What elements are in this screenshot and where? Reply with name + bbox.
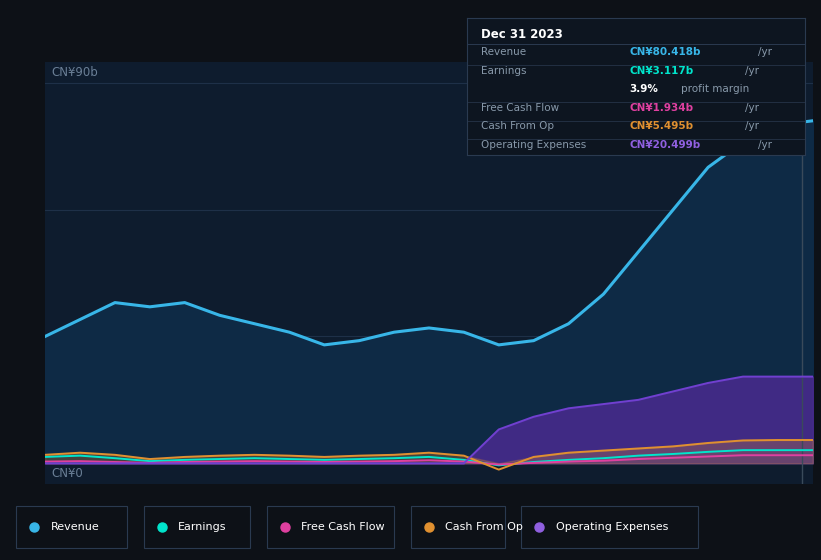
Text: Cash From Op: Cash From Op	[480, 121, 553, 130]
Bar	[16, 506, 127, 548]
Text: CN¥90b: CN¥90b	[51, 66, 98, 78]
Text: 3.9%: 3.9%	[629, 84, 658, 94]
Text: /yr: /yr	[745, 66, 759, 76]
Text: CN¥3.117b: CN¥3.117b	[629, 66, 694, 76]
Text: Revenue: Revenue	[480, 47, 525, 57]
Text: Earnings: Earnings	[178, 522, 227, 532]
Text: /yr: /yr	[745, 121, 759, 130]
Text: CN¥20.499b: CN¥20.499b	[629, 140, 700, 150]
Text: profit margin: profit margin	[681, 84, 749, 94]
Text: /yr: /yr	[758, 47, 772, 57]
Text: CN¥5.495b: CN¥5.495b	[629, 121, 694, 130]
Text: /yr: /yr	[758, 140, 772, 150]
Bar	[410, 506, 505, 548]
Text: Cash From Op: Cash From Op	[445, 522, 523, 532]
Bar	[267, 506, 394, 548]
Text: Operating Expenses: Operating Expenses	[556, 522, 668, 532]
Text: CN¥0: CN¥0	[51, 468, 83, 480]
Text: /yr: /yr	[745, 103, 759, 113]
Bar	[521, 506, 698, 548]
Text: Free Cash Flow: Free Cash Flow	[301, 522, 385, 532]
Bar	[144, 506, 250, 548]
Text: Earnings: Earnings	[480, 66, 526, 76]
Text: Revenue: Revenue	[51, 522, 99, 532]
Text: Operating Expenses: Operating Expenses	[480, 140, 585, 150]
Text: CN¥80.418b: CN¥80.418b	[629, 47, 701, 57]
Text: Free Cash Flow: Free Cash Flow	[480, 103, 558, 113]
Text: CN¥1.934b: CN¥1.934b	[629, 103, 694, 113]
Text: Dec 31 2023: Dec 31 2023	[480, 27, 562, 40]
